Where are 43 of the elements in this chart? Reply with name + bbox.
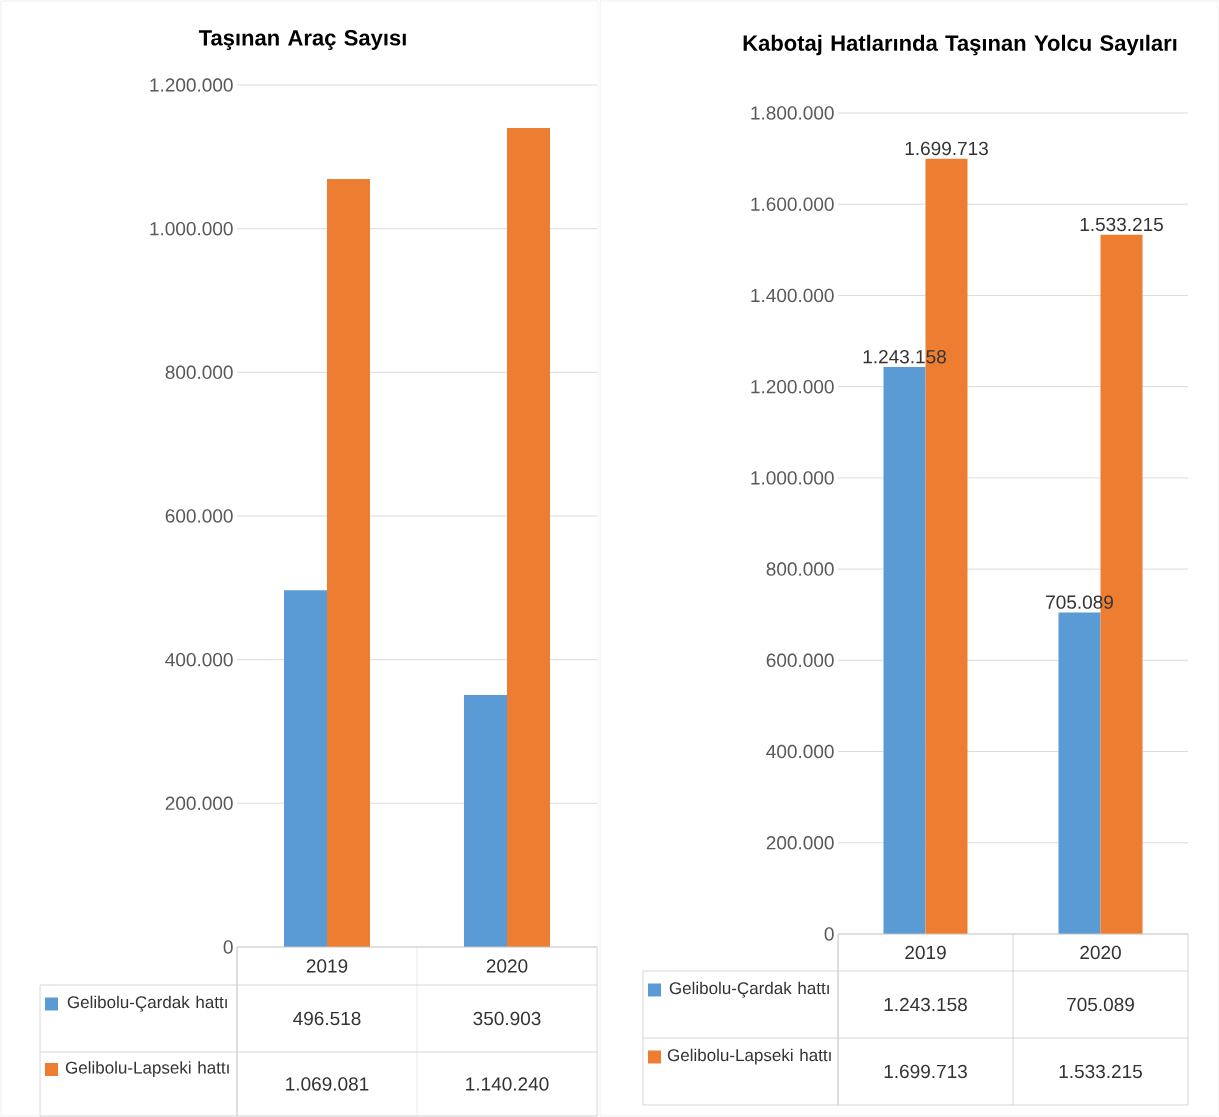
bar bbox=[464, 694, 507, 947]
x-tick-label: 2019 bbox=[905, 945, 946, 960]
data-label: 1.533.215 bbox=[1059, 1064, 1142, 1079]
y-tick-label: 1.600.000 bbox=[751, 197, 834, 211]
bar bbox=[1058, 612, 1101, 934]
x-tick-label: 2019 bbox=[306, 959, 348, 973]
data-label: 1.699.713 bbox=[884, 1064, 967, 1079]
legend-label: Gelibolu-Çardak hattı bbox=[669, 981, 829, 998]
y-tick-label: 1.200.000 bbox=[751, 379, 834, 394]
data-label: 1.069.081 bbox=[286, 1077, 369, 1091]
y-tick-label: 800.000 bbox=[766, 562, 834, 576]
y-tick-label: 1.800.000 bbox=[751, 106, 834, 120]
x-tick-label: 2020 bbox=[486, 959, 528, 973]
y-tick-label: 1.200.000 bbox=[150, 78, 233, 92]
text: 1.699.713 bbox=[905, 141, 988, 156]
legend-label: Gelibolu-Lapseki hattı bbox=[667, 1048, 831, 1065]
y-tick-label: 800.000 bbox=[165, 365, 233, 380]
y-tick-label: 1.400.000 bbox=[751, 288, 834, 303]
chart-title: Kabotaj Hatlarında Taşınan Yolcu Sayıları bbox=[743, 34, 1177, 56]
y-tick-label: 400.000 bbox=[766, 744, 834, 759]
data-label: 350.903 bbox=[473, 1011, 541, 1026]
y-tick-label: 400.000 bbox=[165, 652, 233, 667]
x-tick-label: 2020 bbox=[1080, 945, 1121, 960]
y-tick-label: 600.000 bbox=[165, 509, 233, 523]
legend-label: Gelibolu-Lapseki hattı bbox=[65, 1061, 229, 1078]
chart-title: Taşınan Araç Sayısı bbox=[198, 30, 406, 50]
bar bbox=[327, 179, 371, 947]
data-label: 496.518 bbox=[293, 1011, 361, 1026]
bar bbox=[507, 127, 550, 947]
y-tick-label: 0 bbox=[824, 927, 834, 941]
bar bbox=[284, 590, 328, 947]
y-tick-label: 0 bbox=[223, 940, 233, 954]
y-tick-label: 200.000 bbox=[766, 836, 834, 850]
y-tick-label: 200.000 bbox=[165, 796, 233, 811]
legend-label: Gelibolu-Çardak hattı bbox=[67, 995, 227, 1012]
data-label: 1.140.240 bbox=[466, 1077, 549, 1091]
text: 1.533.215 bbox=[1080, 217, 1163, 232]
bar bbox=[883, 366, 926, 934]
data-label: 705.089 bbox=[1067, 997, 1134, 1012]
y-tick-label: 600.000 bbox=[766, 653, 834, 668]
y-tick-label: 1.000.000 bbox=[150, 221, 233, 236]
y-tick-label: 1.000.000 bbox=[751, 471, 834, 485]
data-label: 1.243.158 bbox=[884, 997, 967, 1012]
